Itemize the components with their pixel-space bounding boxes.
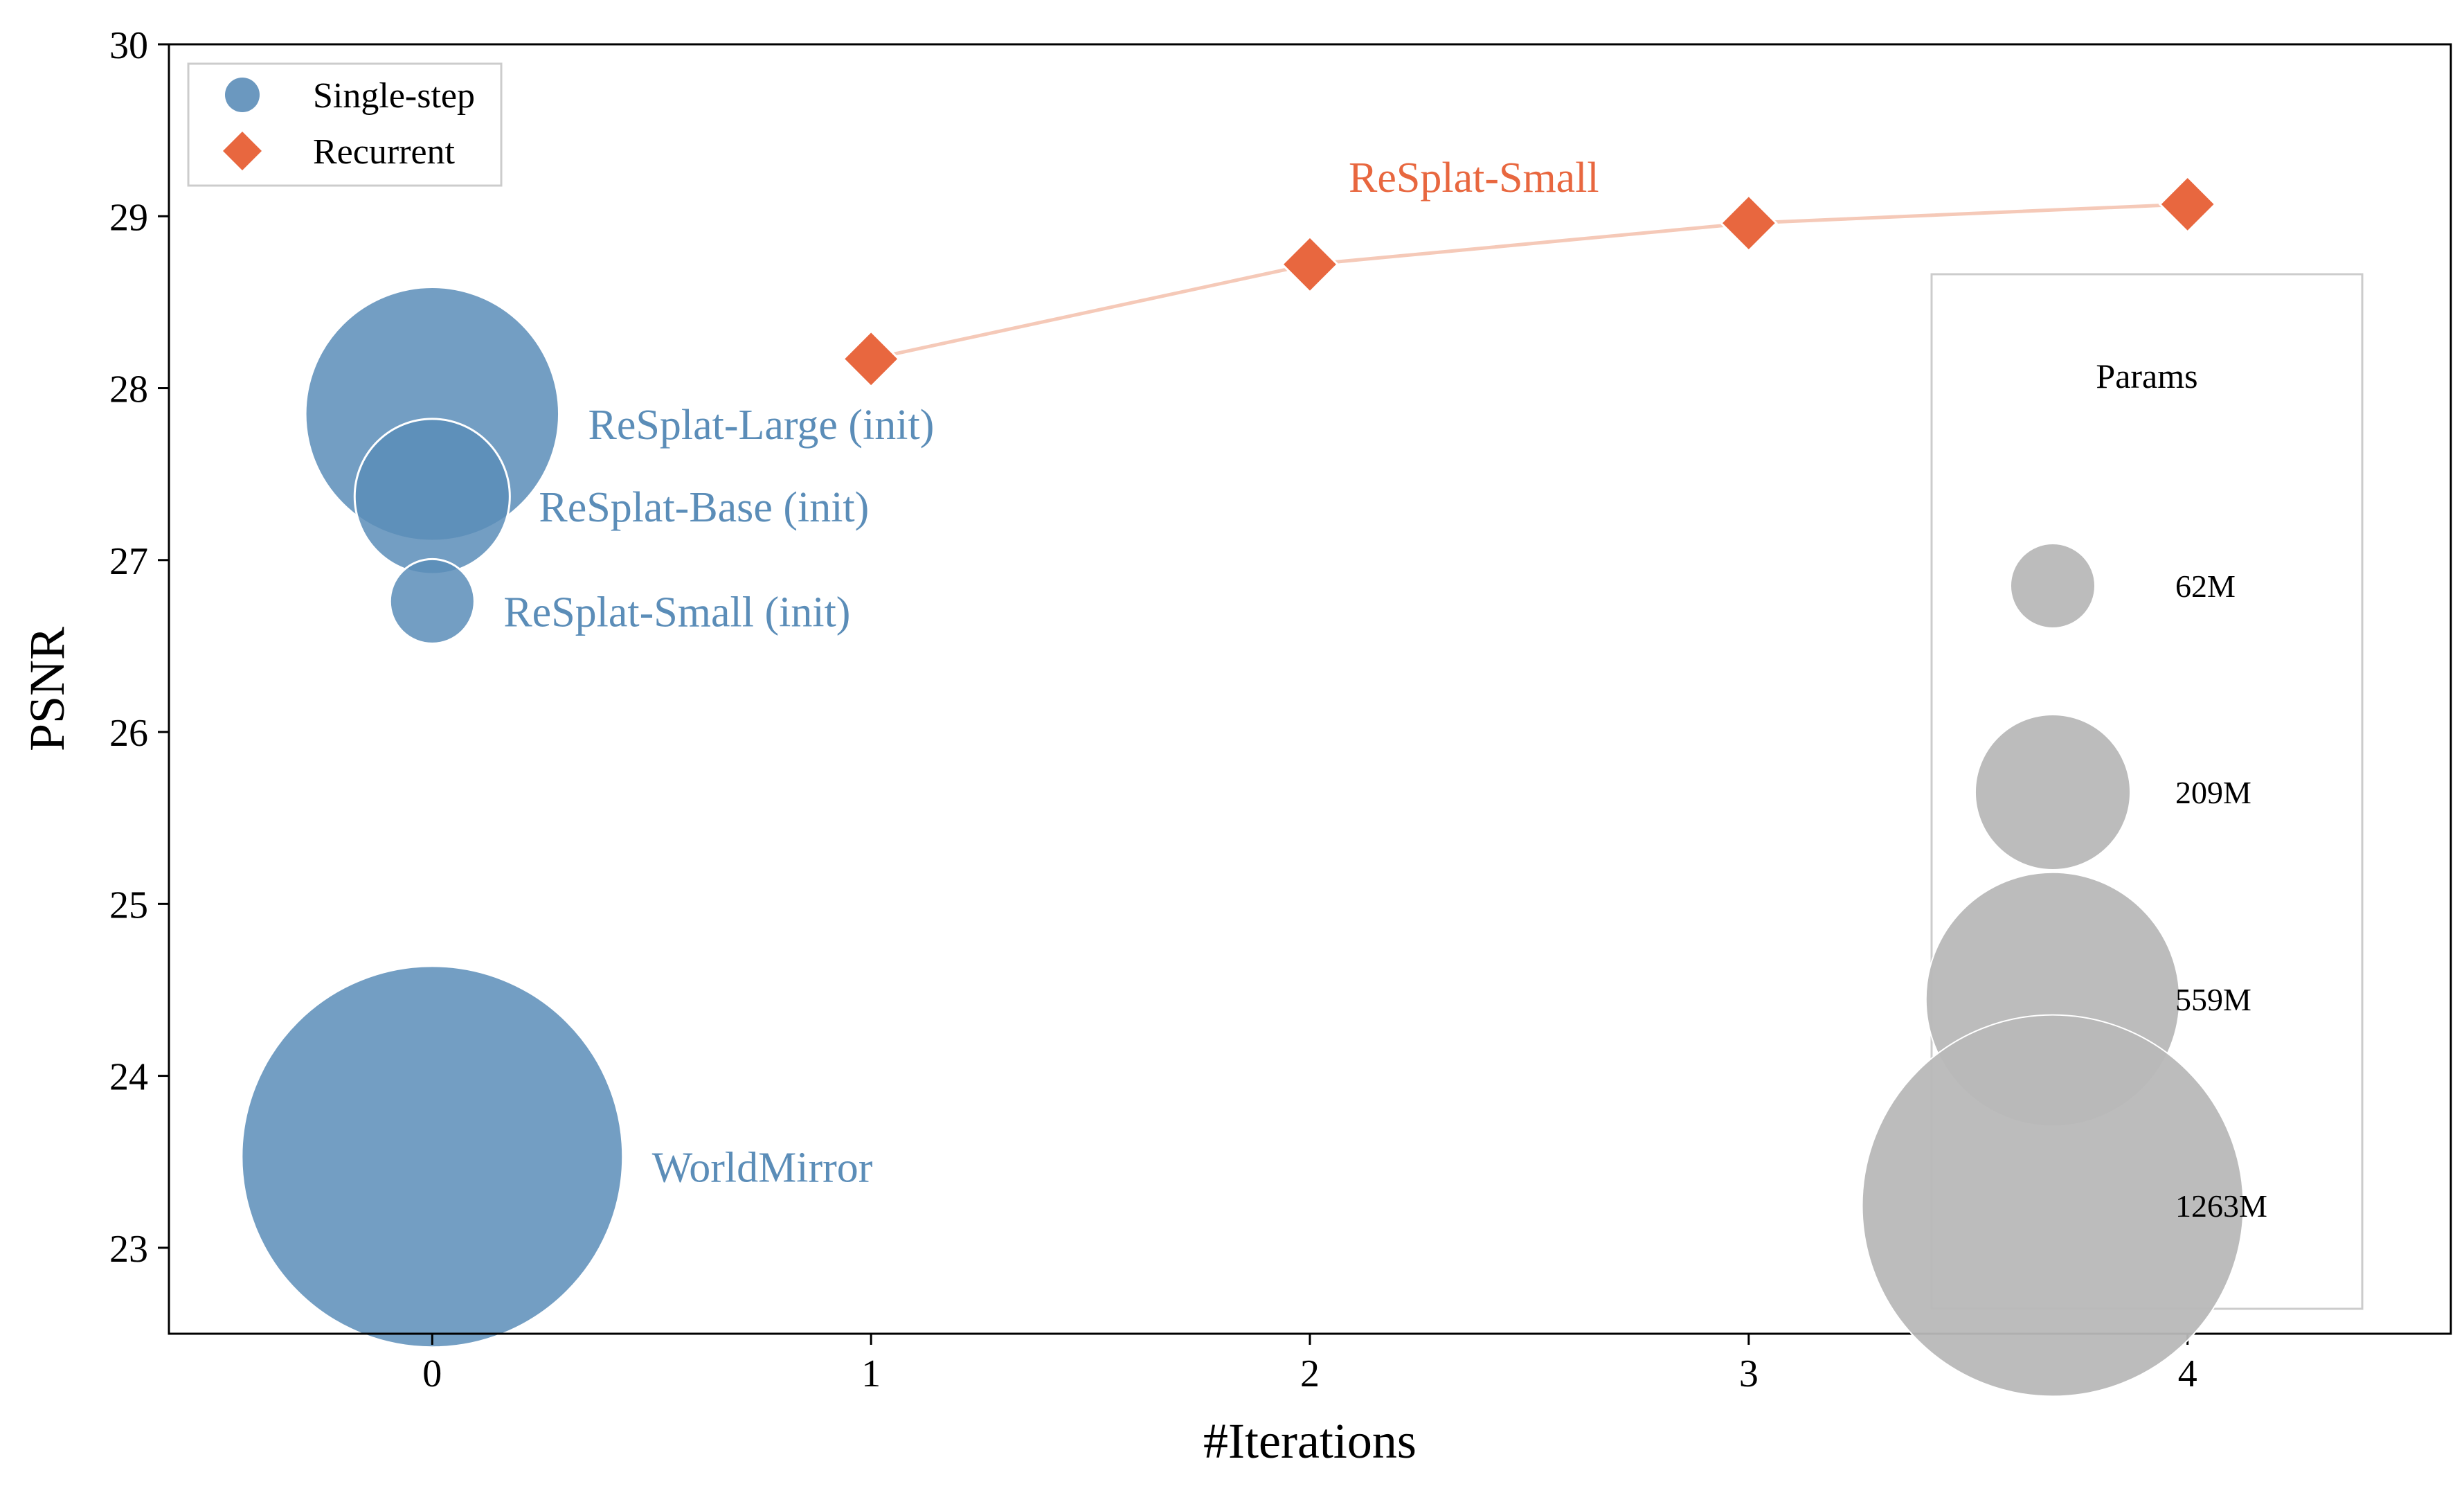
legend: Single-step Recurrent [187, 62, 503, 187]
x-tick-label: 4 [2178, 1352, 2197, 1395]
y-tick-label: 23 [109, 1228, 148, 1271]
x-axis-label: #Iterations [1203, 1413, 1417, 1469]
y-tick-label: 28 [109, 368, 148, 411]
size-legend-label: 62M [2175, 569, 2236, 604]
size-legend-circle [2009, 542, 2096, 629]
size-legend-circle [1974, 713, 2132, 871]
size-legend-circle [1861, 1014, 2245, 1397]
single-step-point [388, 557, 476, 645]
size-legend-label: 1263M [2175, 1188, 2267, 1224]
y-tick-label: 27 [109, 540, 148, 583]
recurrent-point [1280, 235, 1340, 294]
legend-entry-label: Single-step [313, 76, 475, 116]
size-legend-label: 209M [2175, 775, 2251, 810]
y-tick-label: 30 [109, 24, 148, 67]
legend-circle-marker [225, 78, 260, 112]
single-step-point-label: ReSplat-Small (init) [503, 589, 850, 636]
legend-entry-label: Recurrent [313, 132, 456, 172]
single-step-point-label: WorldMirror [652, 1144, 873, 1191]
size-legend: Params 62M 209M 559M 1263M [1861, 273, 2364, 1397]
single-step-point [353, 418, 511, 575]
y-tick-label: 29 [109, 196, 148, 239]
x-tick-label: 2 [1300, 1352, 1320, 1395]
x-tick-label: 3 [1739, 1352, 1759, 1395]
y-tick-label: 25 [109, 884, 148, 927]
plot-layer: ReSplat-Large (init) ReSplat-Base (init) R… [240, 154, 2217, 1349]
single-step-point-label: ReSplat-Large (init) [588, 402, 935, 449]
x-tick-label: 1 [861, 1352, 881, 1395]
recurrent-series-label: ReSplat-Small [1349, 154, 1599, 202]
y-tick-label: 26 [109, 712, 148, 755]
y-axis-label: PSNR [19, 627, 75, 751]
size-legend-label: 559M [2175, 982, 2251, 1017]
x-tick-label: 0 [422, 1352, 442, 1395]
legend-diamond-marker [223, 132, 262, 170]
y-tick-label: 24 [109, 1056, 148, 1099]
recurrent-point [842, 330, 901, 388]
recurrent-line [870, 202, 2188, 361]
size-legend-title: Params [2096, 357, 2197, 395]
recurrent-point [1719, 194, 1778, 253]
single-step-point-label: ReSplat-Base (init) [539, 484, 869, 531]
single-step-point [240, 965, 624, 1349]
recurrent-point [2158, 175, 2217, 234]
